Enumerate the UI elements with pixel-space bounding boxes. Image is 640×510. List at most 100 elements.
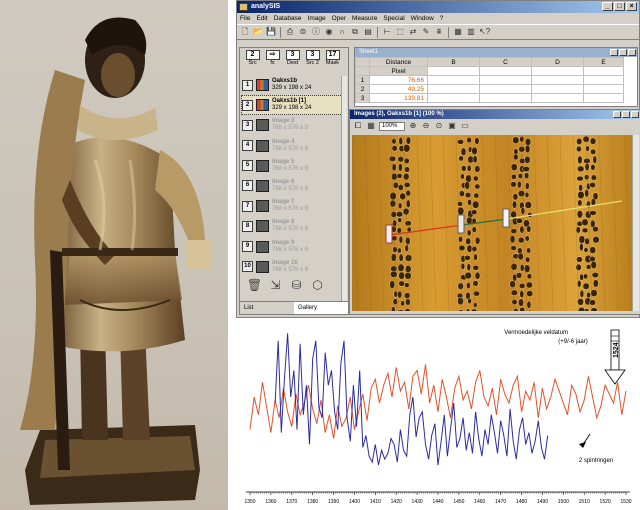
new-document-icon[interactable]: 🗋 bbox=[241, 27, 249, 36]
cell[interactable] bbox=[427, 93, 480, 103]
src2-buffer[interactable]: 3 Src 2 bbox=[305, 50, 320, 66]
gallery-item[interactable]: 10 Image 10 768 x 576 x 8 bbox=[242, 258, 342, 276]
gallery-item[interactable]: 9 Image 9 768 x 576 x 8 bbox=[242, 238, 342, 256]
menu-special[interactable]: Special bbox=[383, 15, 405, 22]
grid-view-icon[interactable]: ▦ bbox=[367, 121, 375, 130]
cell[interactable] bbox=[531, 84, 584, 94]
sheet-maximize-button[interactable] bbox=[619, 48, 627, 56]
pen-icon[interactable]: ✎ bbox=[422, 27, 430, 36]
dest-buffer[interactable]: 3 Dest bbox=[285, 50, 300, 66]
menu-database[interactable]: Database bbox=[273, 15, 302, 22]
database-icon[interactable]: ⊜ bbox=[299, 27, 307, 36]
cube-icon[interactable]: ⬡ bbox=[312, 278, 323, 292]
cell[interactable] bbox=[479, 66, 532, 76]
menu-help[interactable]: ? bbox=[439, 15, 444, 22]
cell[interactable] bbox=[583, 84, 624, 94]
column-header[interactable]: E bbox=[583, 57, 624, 67]
gallery-item[interactable]: 8 Image 8 768 x 576 x 8 bbox=[242, 217, 342, 235]
menu-image[interactable]: Image bbox=[307, 15, 326, 22]
cell[interactable] bbox=[531, 66, 584, 76]
wood-pore bbox=[398, 253, 404, 262]
zoom-in-icon[interactable]: ⊕ bbox=[409, 121, 417, 130]
column-header[interactable]: C bbox=[479, 57, 532, 67]
cell[interactable] bbox=[583, 66, 624, 76]
zoom-fit-icon[interactable]: ⊙ bbox=[435, 121, 443, 130]
fit-window-icon[interactable]: ⧠ bbox=[354, 121, 362, 130]
menu-window[interactable]: Window bbox=[410, 15, 434, 22]
measure-marker[interactable] bbox=[385, 224, 393, 244]
gallery-item[interactable]: 3 Image 3 768 x 576 x 8 bbox=[242, 116, 342, 134]
magnet-icon[interactable]: ∩ bbox=[339, 27, 345, 36]
measure-tool-icon[interactable]: ⊢ bbox=[383, 27, 391, 36]
column-header[interactable]: Distance bbox=[369, 57, 428, 67]
cell[interactable] bbox=[531, 93, 584, 103]
tab-gallery[interactable]: Gallery bbox=[294, 302, 348, 314]
wood-micrograph[interactable] bbox=[352, 135, 632, 311]
paste-icon[interactable]: ▤ bbox=[364, 27, 372, 36]
cell[interactable] bbox=[583, 75, 624, 85]
select-rect-icon[interactable]: ⬚ bbox=[396, 27, 404, 36]
zoom-out-icon[interactable]: ⊖ bbox=[422, 121, 430, 130]
image-close-button[interactable] bbox=[631, 110, 639, 118]
gallery-item[interactable]: 7 Image 7 768 x 576 x 8 bbox=[242, 197, 342, 215]
filter-icon[interactable]: ⩩ bbox=[436, 27, 442, 36]
menu-measure[interactable]: Measure bbox=[352, 15, 378, 22]
export-icon[interactable]: ⇲ bbox=[270, 278, 281, 292]
image-minimize-button[interactable] bbox=[613, 110, 621, 118]
open-folder-icon[interactable]: 📂 bbox=[253, 27, 263, 36]
function-buffer[interactable]: ⇨ fx bbox=[263, 50, 282, 70]
cell[interactable] bbox=[479, 75, 532, 85]
disk-icon[interactable]: ⛁ bbox=[291, 278, 302, 292]
distance-cell[interactable]: 76,66 bbox=[369, 75, 428, 85]
cell[interactable] bbox=[427, 84, 480, 94]
image-scrollbar[interactable] bbox=[632, 135, 639, 311]
sheet-close-button[interactable] bbox=[628, 48, 636, 56]
menu-file[interactable]: File bbox=[240, 15, 251, 22]
close-button[interactable]: × bbox=[626, 2, 637, 11]
cell[interactable] bbox=[479, 93, 532, 103]
maximize-button[interactable]: □ bbox=[614, 2, 625, 11]
cell[interactable] bbox=[531, 75, 584, 85]
trash-icon[interactable]: 🗑 bbox=[246, 278, 263, 292]
wood-pore bbox=[592, 236, 600, 244]
image-maximize-button[interactable] bbox=[622, 110, 630, 118]
cell[interactable] bbox=[427, 66, 480, 76]
gallery-item[interactable]: 2 Oakxs1b [1] 329 x 198 x 24 bbox=[241, 95, 343, 116]
src-buffer[interactable]: 2 Src bbox=[243, 50, 262, 70]
measure-marker[interactable] bbox=[457, 214, 465, 234]
gallery-item[interactable]: 5 Image 5 768 x 576 x 8 bbox=[242, 157, 342, 175]
print-icon[interactable]: ⎙ bbox=[286, 27, 294, 36]
cell[interactable] bbox=[583, 93, 624, 103]
save-icon[interactable]: 💾 bbox=[266, 27, 276, 36]
measure-marker[interactable] bbox=[502, 208, 510, 228]
grid-icon[interactable]: ▦ bbox=[454, 27, 462, 36]
camera-icon[interactable]: ◉ bbox=[325, 27, 333, 36]
gallery-scrollbar[interactable] bbox=[341, 76, 347, 308]
monitor-icon[interactable]: ▭ bbox=[461, 121, 469, 130]
tab-list[interactable]: List bbox=[244, 305, 254, 311]
column-header[interactable]: D bbox=[531, 57, 584, 67]
image-thumbnail bbox=[256, 99, 269, 112]
gallery-item[interactable]: 1 Oakxs1b 329 x 198 x 24 bbox=[242, 76, 342, 94]
unit-cell[interactable]: Pixel bbox=[369, 66, 428, 76]
menu-oper[interactable]: Oper bbox=[331, 15, 347, 22]
distance-cell[interactable]: 139,81 bbox=[369, 93, 428, 103]
grain-line bbox=[416, 135, 424, 311]
minimize-button[interactable]: _ bbox=[602, 2, 613, 11]
image-overlay-icon[interactable]: ▣ bbox=[448, 121, 456, 130]
cell[interactable] bbox=[479, 84, 532, 94]
menu-edit[interactable]: Edit bbox=[256, 15, 268, 22]
sheet-minimize-button[interactable] bbox=[610, 48, 618, 56]
column-header[interactable]: B bbox=[427, 57, 480, 67]
copy-icon[interactable]: ⧉ bbox=[352, 27, 358, 36]
gallery-item[interactable]: 6 Image 6 768 x 576 x 8 bbox=[242, 177, 342, 195]
cell[interactable] bbox=[427, 75, 480, 85]
chart-icon[interactable]: ▥ bbox=[467, 27, 475, 36]
mask-buffer[interactable]: 17 Mask bbox=[325, 50, 340, 66]
gallery-item[interactable]: 4 Image 4 768 x 576 x 8 bbox=[242, 137, 342, 155]
zoom-select[interactable]: 100% bbox=[379, 121, 405, 131]
arrange-icon[interactable]: ⇄ bbox=[409, 27, 417, 36]
help-pointer-icon[interactable]: ↖? bbox=[479, 27, 491, 36]
info-icon[interactable]: ⓘ bbox=[312, 27, 320, 36]
distance-cell[interactable]: 49,25 bbox=[369, 84, 428, 94]
